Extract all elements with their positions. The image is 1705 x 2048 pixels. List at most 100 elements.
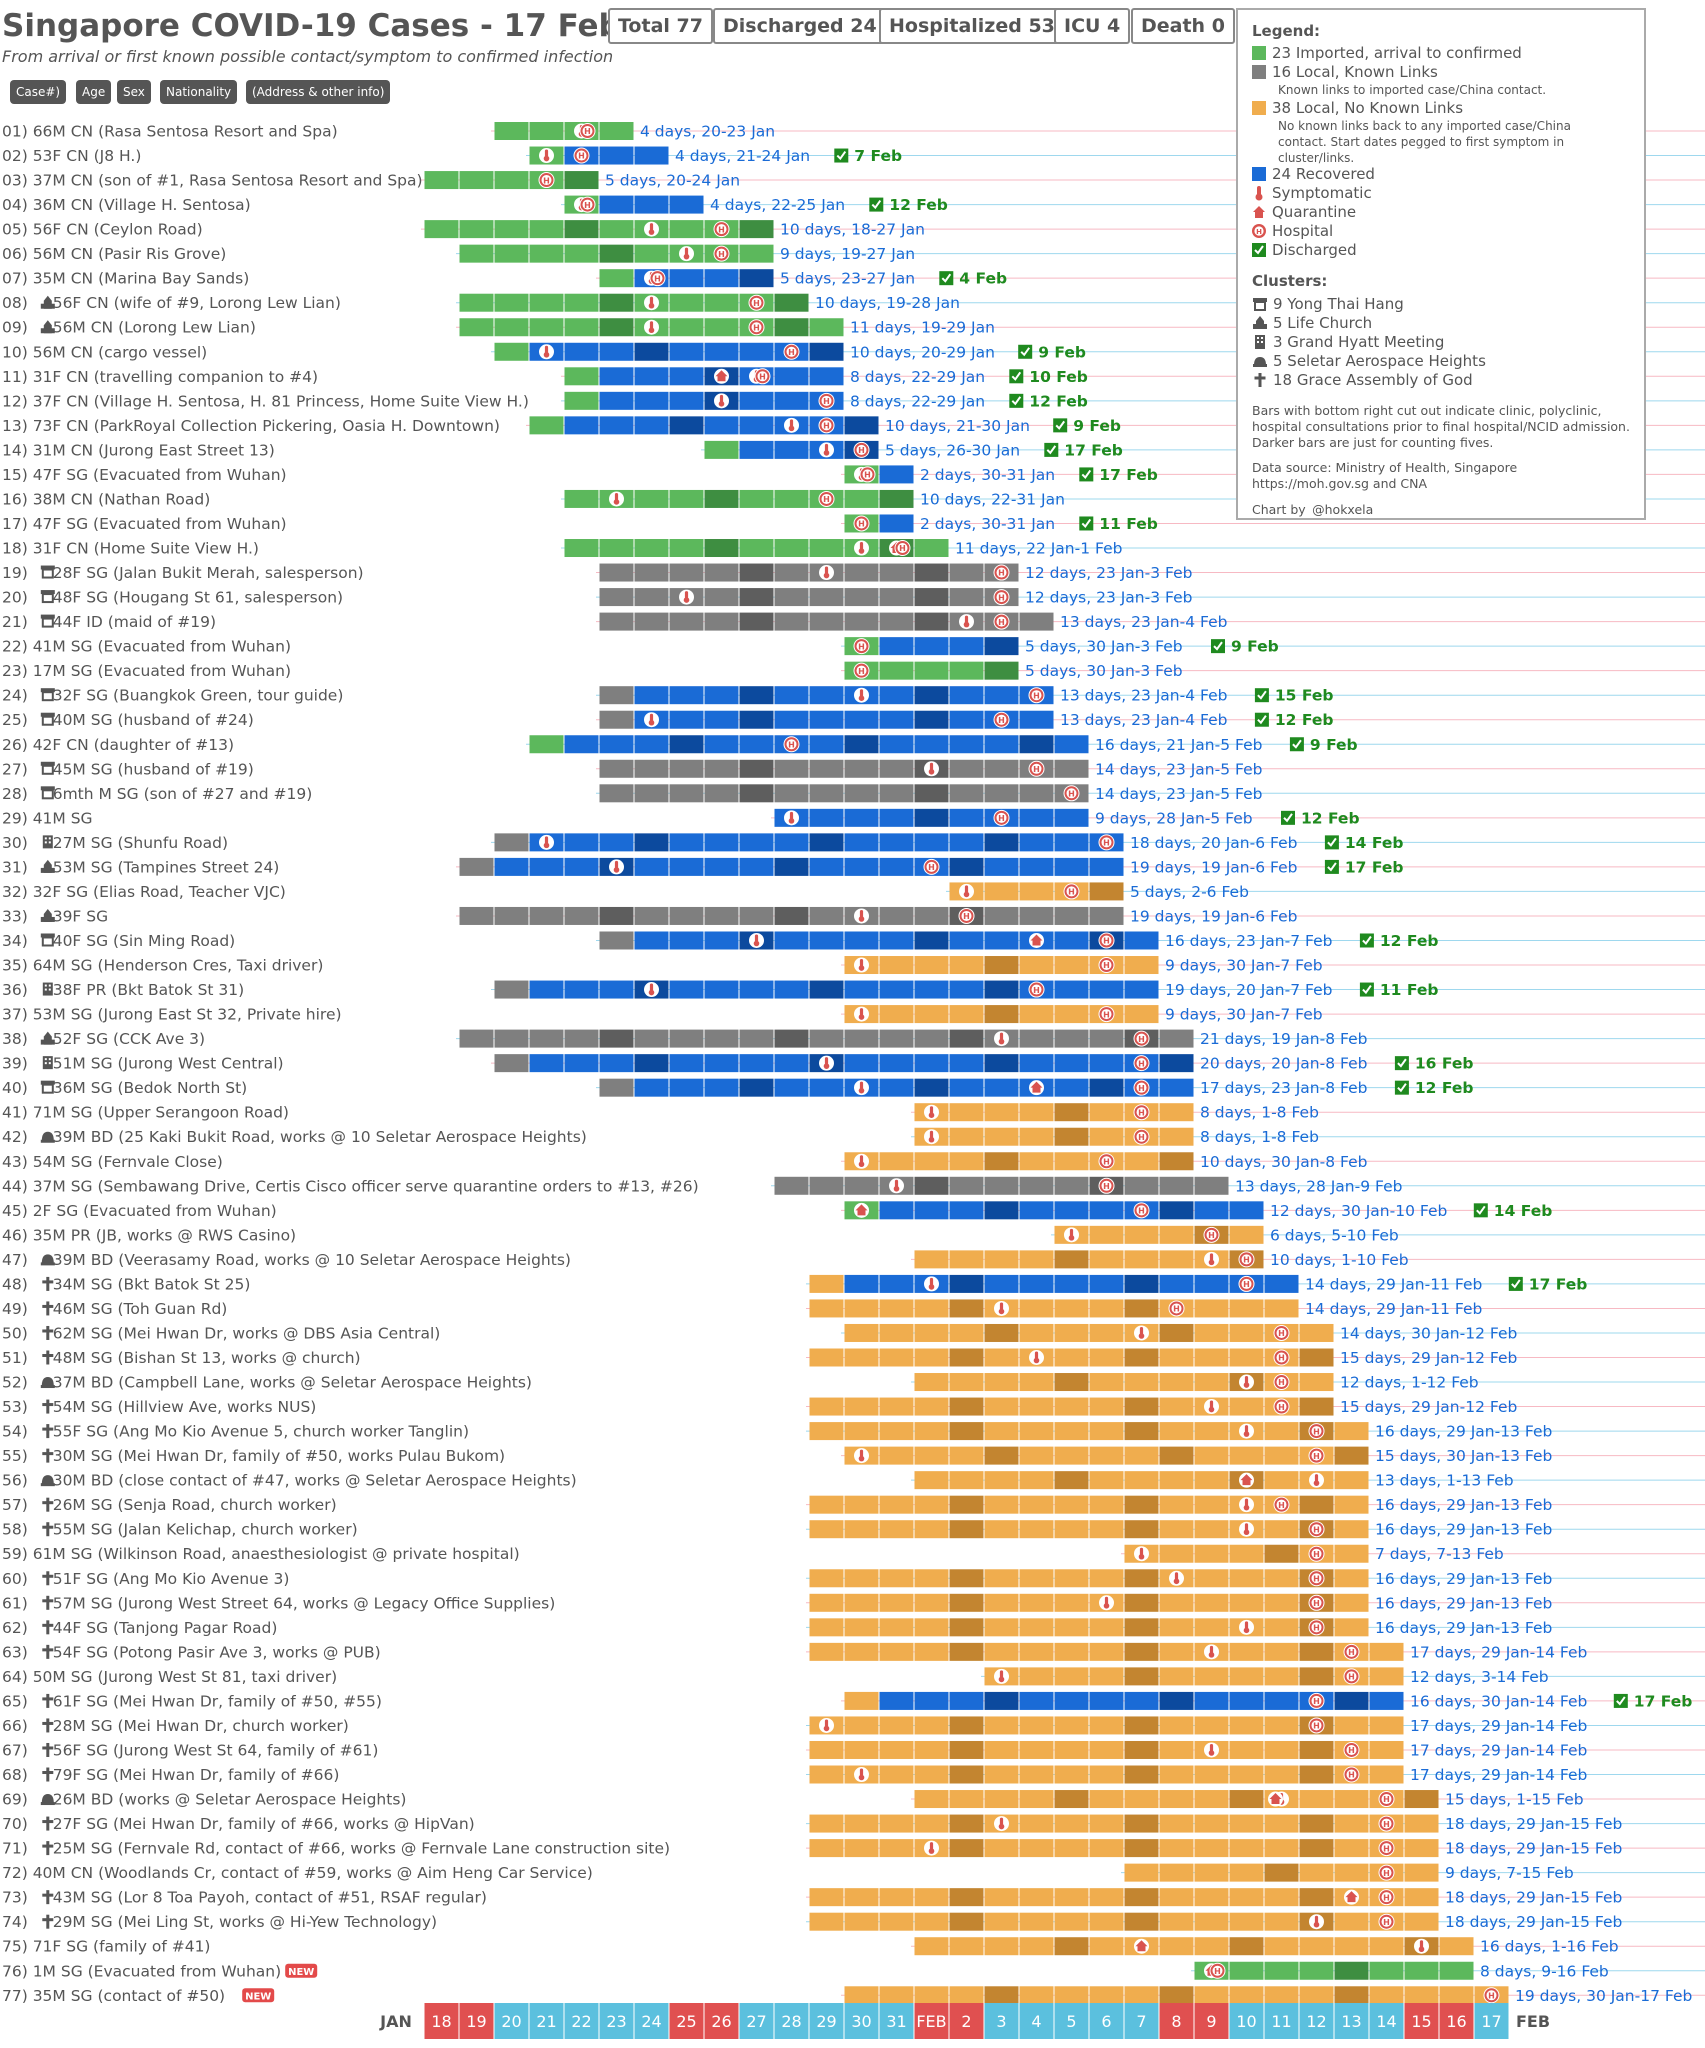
hospital-icon-letter: H bbox=[753, 323, 760, 332]
case-row: H49) 46M SG (Toh Guan Rd) 14 days, 29 Jan… bbox=[0, 1298, 1705, 1319]
day-bar bbox=[809, 710, 844, 729]
hospital-icon-letter: H bbox=[654, 274, 661, 283]
day-bar bbox=[774, 784, 809, 803]
legend-label: 16 Local, Known Links bbox=[1272, 63, 1438, 81]
day-bar bbox=[1159, 1520, 1194, 1539]
day-bar bbox=[914, 931, 949, 950]
swatch-imported bbox=[1252, 46, 1266, 60]
discharged-date: 14 Feb bbox=[1494, 1202, 1553, 1220]
header-case-number: Case#) bbox=[10, 80, 67, 104]
day-bar bbox=[984, 1323, 1019, 1342]
duration-label: 15 days, 29 Jan-12 Feb bbox=[1340, 1398, 1517, 1416]
thermometer-stem bbox=[614, 492, 619, 501]
day-bar bbox=[879, 465, 914, 484]
axis-day-cell bbox=[1229, 2003, 1264, 2039]
discharged-date: 12 Feb bbox=[1380, 932, 1439, 950]
day-bar bbox=[1264, 1888, 1299, 1907]
day-bar bbox=[844, 416, 879, 435]
hospital-icon-inner bbox=[996, 812, 1007, 823]
day-bar bbox=[844, 980, 879, 999]
day-bar bbox=[1089, 1446, 1124, 1465]
hospital-icon-letter: H bbox=[1103, 961, 1110, 970]
day-bar bbox=[1194, 1201, 1229, 1220]
day-bar bbox=[1194, 1888, 1229, 1907]
hospital-icon-letter: H bbox=[1243, 1256, 1250, 1265]
legend-label: Symptomatic bbox=[1272, 184, 1372, 202]
day-bar bbox=[1194, 1765, 1229, 1784]
day-bar bbox=[669, 735, 704, 754]
day-bar bbox=[1019, 857, 1054, 876]
hospital-icon-inner bbox=[1171, 1303, 1182, 1314]
day-bar bbox=[844, 1176, 879, 1195]
day-bar bbox=[704, 588, 739, 607]
thermometer-bulb bbox=[858, 548, 865, 554]
day-bar bbox=[1089, 1323, 1124, 1342]
shop-icon bbox=[1253, 298, 1267, 311]
duration-label: 11 days, 19-29 Jan bbox=[850, 319, 995, 337]
day-bar bbox=[984, 1078, 1019, 1097]
hospital-icon-letter: H bbox=[1278, 1329, 1285, 1338]
day-bar bbox=[914, 1593, 949, 1612]
day-bar bbox=[1334, 1495, 1369, 1514]
day-bar bbox=[984, 1740, 1019, 1759]
day-bar bbox=[774, 931, 809, 950]
duration-label: 19 days, 19 Jan-6 Feb bbox=[1130, 858, 1297, 876]
case-row: H48) 34M SG (Bkt Batok St 25) 14 days, 29… bbox=[0, 1273, 1705, 1294]
case-row: H74) 29M SG (Mei Ling St, works @ Hi-Yew… bbox=[0, 1911, 1705, 1932]
hotel-icon bbox=[42, 835, 53, 849]
day-bar bbox=[774, 833, 809, 852]
hotel-window bbox=[44, 1062, 47, 1065]
case-label: 72) 40M CN (Woodlands Cr, contact of #59… bbox=[2, 1864, 593, 1882]
day-bar bbox=[949, 857, 984, 876]
day-bar bbox=[1299, 1740, 1334, 1759]
case-info: 48F SG (Hougang St 61, salesperson) bbox=[53, 589, 343, 607]
hospital-icon-letter: H bbox=[1278, 1354, 1285, 1363]
day-bar bbox=[914, 1569, 949, 1588]
hospital-icon-inner bbox=[1311, 1622, 1322, 1633]
day-bar bbox=[1404, 1986, 1439, 2005]
case-label: 41) 71M SG (Upper Serangoon Road) bbox=[2, 1104, 289, 1122]
duration-label: 10 days, 1-10 Feb bbox=[1270, 1251, 1409, 1269]
day-bar bbox=[739, 1054, 774, 1073]
day-bar bbox=[1124, 1250, 1159, 1269]
thermometer-bulb bbox=[613, 499, 620, 505]
day-bar bbox=[669, 220, 704, 239]
day-bar bbox=[1369, 1765, 1404, 1784]
day-bar bbox=[774, 612, 809, 631]
case-number: 55) bbox=[2, 1447, 33, 1465]
day-bar bbox=[1334, 1716, 1369, 1735]
cross-icon-bar bbox=[42, 1893, 54, 1897]
label-backdrop bbox=[0, 1372, 911, 1393]
duration-label: 12 days, 1-12 Feb bbox=[1340, 1374, 1479, 1392]
case-label: 54) 55F SG (Ang Mo Kio Avenue 5, church … bbox=[2, 1423, 469, 1441]
day-bar bbox=[1089, 1569, 1124, 1588]
hospital-icon-inner bbox=[1381, 1794, 1392, 1805]
day-bar bbox=[1264, 1520, 1299, 1539]
axis-day-cell bbox=[1439, 2003, 1474, 2039]
day-bar bbox=[1159, 1103, 1194, 1122]
thermometer-bulb bbox=[648, 302, 655, 309]
day-bar bbox=[984, 1839, 1019, 1858]
day-bar bbox=[879, 1495, 914, 1514]
duration-label: 16 days, 30 Jan-14 Feb bbox=[1410, 1692, 1587, 1710]
day-bar bbox=[879, 1593, 914, 1612]
thermometer-bulb bbox=[788, 818, 795, 824]
cross-icon bbox=[46, 1522, 50, 1537]
discharged-date: 14 Feb bbox=[1345, 834, 1404, 852]
hospital-icon-inner bbox=[1311, 1450, 1322, 1461]
day-bar bbox=[1089, 1986, 1124, 2005]
thermometer-bulb bbox=[648, 719, 655, 726]
axis-day-label: 12 bbox=[1306, 2012, 1326, 2031]
cross-icon-bar bbox=[42, 1721, 54, 1725]
day-bar bbox=[1299, 1397, 1334, 1416]
case-number: 09) bbox=[2, 319, 33, 337]
duration-label: 13 days, 23 Jan-4 Feb bbox=[1060, 613, 1227, 631]
case-label: 69) 26M BD (works @ Seletar Aerospace He… bbox=[2, 1791, 406, 1809]
thermometer-bulb bbox=[823, 572, 830, 579]
day-bar bbox=[844, 563, 879, 582]
day-bar bbox=[1124, 1422, 1159, 1441]
case-label: 62) 44F SG (Tanjong Pagar Road) bbox=[2, 1619, 277, 1637]
case-number: 08) bbox=[2, 294, 33, 312]
day-bar bbox=[599, 931, 634, 950]
